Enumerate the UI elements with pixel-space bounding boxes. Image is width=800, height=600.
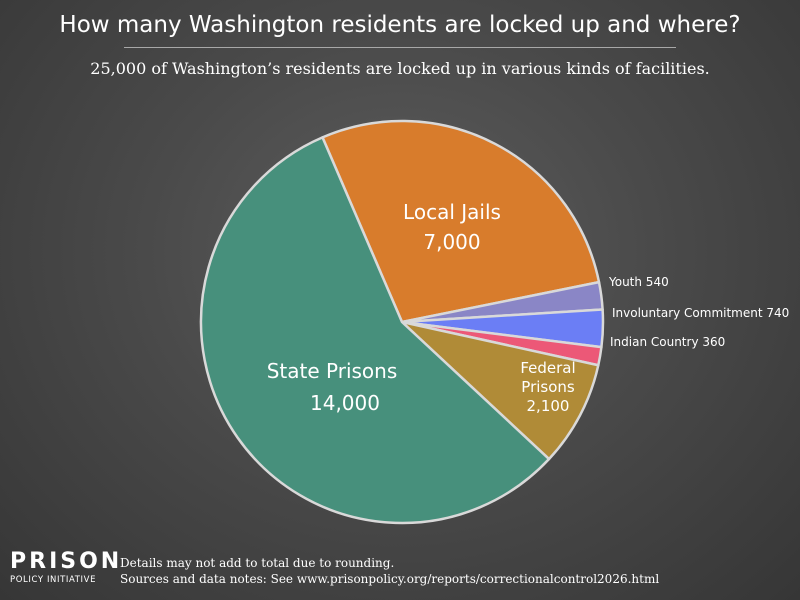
prison-policy-initiative-logo: PRISON POLICY INITIATIVE: [10, 549, 123, 587]
label-federal-prisons-line-3: 2,100: [527, 397, 570, 415]
label-local-jails-line-2: 7,000: [423, 230, 480, 254]
pie-slice-local-jails: [321, 119, 601, 324]
label-federal-prisons: Federal Prisons 2,100: [520, 359, 575, 415]
chart-subtitle: 25,000 of Washington’s residents are loc…: [90, 59, 710, 78]
label-state-prisons-line-2: 14,000: [310, 391, 380, 415]
logo-line-policy-initiative: POLICY INITIATIVE: [10, 575, 97, 585]
label-local-jails: Local Jails 7,000: [403, 200, 501, 254]
pie-slice-federal-prisons: [400, 320, 600, 461]
title-divider: [124, 47, 676, 48]
label-indian-country: Indian Country 360: [610, 335, 725, 349]
pie-slice-state-prisons: [199, 136, 551, 525]
label-involuntary-commitment: Involuntary Commitment 740: [612, 306, 789, 320]
footer-notes: Details may not add to total due to roun…: [120, 555, 659, 587]
label-state-prisons-line-1: State Prisons: [267, 359, 398, 383]
logo-line-prison: PRISON: [10, 549, 123, 574]
label-federal-prisons-line-1: Federal: [520, 359, 575, 377]
chart-title: How many Washington residents are locked…: [59, 12, 741, 38]
sources-note: Sources and data notes: See www.prisonpo…: [120, 572, 660, 586]
rounding-note: Details may not add to total due to roun…: [120, 556, 395, 570]
label-federal-prisons-line-2: Prisons: [521, 378, 575, 396]
label-local-jails-line-1: Local Jails: [403, 200, 501, 224]
label-youth: Youth 540: [608, 275, 669, 289]
label-state-prisons: State Prisons 14,000: [267, 359, 398, 415]
